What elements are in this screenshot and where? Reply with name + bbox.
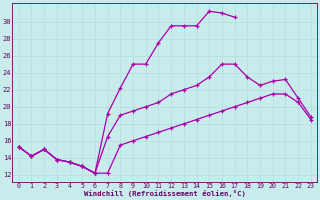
X-axis label: Windchill (Refroidissement éolien,°C): Windchill (Refroidissement éolien,°C)	[84, 190, 246, 197]
